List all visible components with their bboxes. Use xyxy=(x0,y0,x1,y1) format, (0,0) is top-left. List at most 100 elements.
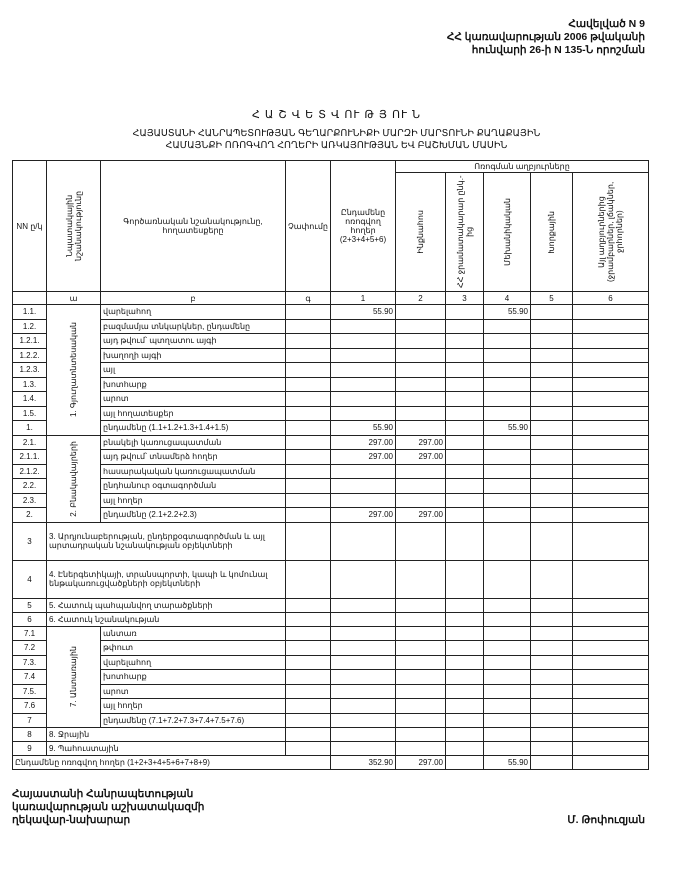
sources-header: Ոռոգման աղբյուրները xyxy=(395,160,649,173)
table-row: 7.2 թփուտ xyxy=(12,640,649,656)
unit-cell xyxy=(285,362,331,378)
unit-cell xyxy=(285,597,331,613)
column-header: Ընդամենը ոռոգվող հողեր (2+3+4+5+6) xyxy=(330,160,396,292)
row-name: հասարակական կառուցապատման xyxy=(100,463,286,479)
value-cell: 55.90 xyxy=(330,304,396,320)
value-cell: 297.00 xyxy=(395,755,446,770)
table-row: 2.2. ընդհանուր օգտագործման xyxy=(12,478,649,494)
index-cell: 4 xyxy=(483,291,531,305)
value-cell xyxy=(330,654,396,670)
value-cell xyxy=(395,712,446,728)
row-name: այլ հողեր xyxy=(100,492,286,508)
column-header: NN ը/կ xyxy=(12,160,47,292)
value-cell xyxy=(530,611,573,627)
value-cell xyxy=(330,559,396,599)
value-cell xyxy=(445,698,484,714)
unit-cell xyxy=(285,463,331,479)
value-cell xyxy=(445,669,484,685)
value-cell xyxy=(395,669,446,685)
column-header-text: Խորքային xyxy=(547,210,556,254)
table-row: 5 5. Հատուկ պահպանվող տարածքների xyxy=(12,597,649,613)
row-number: 1. xyxy=(12,420,47,436)
index-cell: գ xyxy=(285,291,331,305)
table-row: 2. ընդամենը (2.1+2.2+2.3) 297.00 297.00 xyxy=(12,507,649,523)
unit-cell xyxy=(285,727,331,742)
column-header-text: Չափումը xyxy=(288,221,328,231)
row-name: այդ թվում՝ պտղատու այգի xyxy=(100,333,286,349)
group-label-text: 2. Բնակավայրերի xyxy=(69,440,78,517)
column-header-text: Ինքնահոս xyxy=(416,210,425,254)
table-row: 7.3. վարելահող xyxy=(12,654,649,670)
row-number: 2.3. xyxy=(12,492,47,508)
value-cell xyxy=(483,362,531,378)
value-cell xyxy=(483,640,531,656)
value-cell xyxy=(530,449,573,465)
row-number: 1.2. xyxy=(12,318,47,334)
row-name: 9. Պահուստային xyxy=(46,741,286,756)
column-header-text: Մեխանիկական xyxy=(502,198,512,266)
value-cell xyxy=(445,304,484,320)
group-label-text: 1. Գյուղատնտեսական xyxy=(69,322,78,418)
value-cell: 297.00 xyxy=(395,449,446,465)
table-row: 1. ընդամենը (1.1+1.2+1.3+1.4+1.5) 55.90 55.… xyxy=(12,420,649,436)
value-cell xyxy=(530,521,573,561)
row-number: 1.4. xyxy=(12,391,47,407)
value-cell xyxy=(572,683,649,699)
subtitle-line: ՀԱՅԱՍՏԱՆԻ ՀԱՆՐԱՊԵՏՈՒԹՅԱՆ ԳԵՂԱՐՔՈՒՆԻՔԻ ՄԱ… xyxy=(132,128,541,139)
value-cell xyxy=(445,559,484,599)
value-cell: 55.90 xyxy=(483,755,531,770)
signatory-name: Մ. Թոփուզյան xyxy=(567,814,645,826)
value-cell xyxy=(395,376,446,392)
column-header: ՀՀ ջրամատակարար ընկ.-ից xyxy=(445,172,484,292)
value-cell xyxy=(530,669,573,685)
value-cell xyxy=(445,507,484,523)
value-cell xyxy=(530,698,573,714)
group-label: 2. Բնակավայրերի xyxy=(46,434,101,523)
table-row: 1.4. արոտ xyxy=(12,391,649,407)
value-cell: 55.90 xyxy=(483,304,531,320)
value-cell xyxy=(445,463,484,479)
value-cell xyxy=(530,405,573,421)
table-row: 7.4 խոտհարք xyxy=(12,669,649,685)
value-cell xyxy=(530,492,573,508)
value-cell xyxy=(530,463,573,479)
value-cell: 297.00 xyxy=(330,449,396,465)
row-name: արոտ xyxy=(100,683,286,699)
table-row: 7.1 7. Անտառային անտառ xyxy=(12,625,649,728)
value-cell xyxy=(445,712,484,728)
value-cell xyxy=(445,347,484,363)
index-cell: 1 xyxy=(330,291,396,305)
value-cell xyxy=(395,492,446,508)
value-cell xyxy=(395,727,446,742)
value-cell xyxy=(530,741,573,756)
value-cell xyxy=(530,683,573,699)
row-name: թփուտ xyxy=(100,640,286,656)
value-cell xyxy=(483,712,531,728)
row-name: բնակելի կառուցապատման xyxy=(100,434,286,450)
table-row: 8 8. Ջրային xyxy=(12,727,649,742)
signatory-title: Հայաստանի Հանրապետության կառավարության աշ… xyxy=(12,788,204,827)
value-cell xyxy=(330,492,396,508)
row-name: վարելահող xyxy=(100,304,286,320)
row-name: բազմամյա տնկարկներ, ընդամենը xyxy=(100,318,286,334)
value-cell xyxy=(330,625,396,641)
unit-cell xyxy=(285,434,331,450)
row-number: 1.1. xyxy=(12,304,47,320)
table-row: 4 4. Էներգետիկայի, տրանսպորտի, կապի և կոմ… xyxy=(12,559,649,599)
value-cell xyxy=(530,478,573,494)
value-cell xyxy=(395,304,446,320)
value-cell xyxy=(572,463,649,479)
row-number: 4 xyxy=(12,559,47,599)
unit-cell xyxy=(285,640,331,656)
row-number: 7 xyxy=(12,712,47,728)
column-header: Չափումը xyxy=(285,160,331,292)
table-row: 1.2.3. այլ xyxy=(12,362,649,378)
row-name: անտառ xyxy=(100,625,286,641)
table-row: 1.2.1. այդ թվում՝ պտղատու այգի xyxy=(12,333,649,349)
value-cell xyxy=(572,640,649,656)
row-name: խոտհարք xyxy=(100,376,286,392)
unit-cell xyxy=(285,391,331,407)
value-cell xyxy=(445,318,484,334)
unit-cell xyxy=(285,741,331,756)
value-cell xyxy=(530,559,573,599)
